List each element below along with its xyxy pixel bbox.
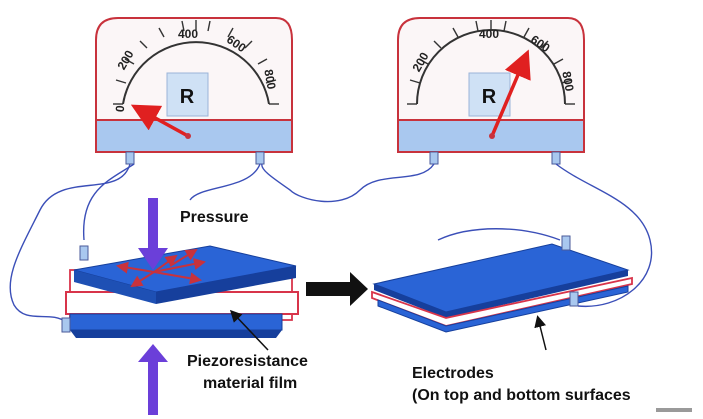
right-bottom-terminal (569, 291, 579, 307)
left-sensor-stack (61, 245, 299, 338)
left-meter-display-label: R (180, 86, 195, 108)
right-wire (555, 163, 653, 308)
strain-arrows (116, 248, 206, 288)
right-wire-top (437, 228, 561, 241)
left-meter-band (95, 119, 293, 153)
right-meter-terminal-a (429, 151, 439, 165)
right-resistance-meter: R 200 400 600 800 (397, 17, 585, 165)
right-meter-terminal-b (551, 151, 561, 165)
left-bottom-terminal (61, 317, 71, 333)
process-arrow-icon (306, 272, 368, 306)
pressure-label: Pressure (180, 209, 249, 226)
left-meter-tick-400: 400 (178, 27, 198, 41)
right-meter-tick-400: 400 (479, 27, 499, 41)
left-meter-tick-0: 0 (113, 104, 128, 112)
right-meter-scale-arc (416, 29, 566, 105)
electrodes-label-line2: (On top and bottom surfaces (412, 387, 631, 404)
right-sensor-stack (371, 235, 633, 333)
corner-mark (656, 408, 692, 412)
left-wire-top (83, 163, 135, 241)
left-meter-terminal-b (255, 151, 265, 165)
left-bottom-electrode (69, 313, 283, 331)
left-resistance-meter: R 0 200 400 600 800 (95, 17, 293, 165)
film-leader-line (229, 309, 269, 351)
pressure-arrow-bottom-icon (138, 344, 168, 415)
right-meter-ticks (407, 20, 575, 105)
electrodes-label-line1: Electrodes (412, 365, 494, 382)
left-meter-ticks (113, 20, 279, 105)
right-meter-display-label: R (482, 86, 497, 108)
left-meter-scale-arc (122, 41, 270, 105)
left-meter-tick-800: 800 (261, 68, 278, 90)
left-top-terminal (79, 245, 89, 261)
right-top-terminal (561, 235, 571, 251)
right-bottom-electrode (377, 285, 629, 333)
right-meter-needle (490, 49, 531, 137)
right-meter-tick-800: 800 (559, 70, 576, 92)
connecting-wires (9, 163, 653, 323)
left-meter-terminal-a (125, 151, 135, 165)
middle-wire (261, 163, 435, 203)
film-label-line2: material film (203, 375, 297, 392)
left-wire-top-segment-a (189, 163, 261, 201)
right-piezo-film (371, 276, 633, 327)
film-label-line1: Piezoresistance (187, 353, 308, 370)
pressure-arrow-icon (138, 198, 168, 270)
left-meter-needle (130, 104, 189, 138)
left-wire-bottom (9, 163, 131, 323)
electrode-leader-line (534, 315, 547, 351)
left-meter-display (166, 72, 209, 117)
